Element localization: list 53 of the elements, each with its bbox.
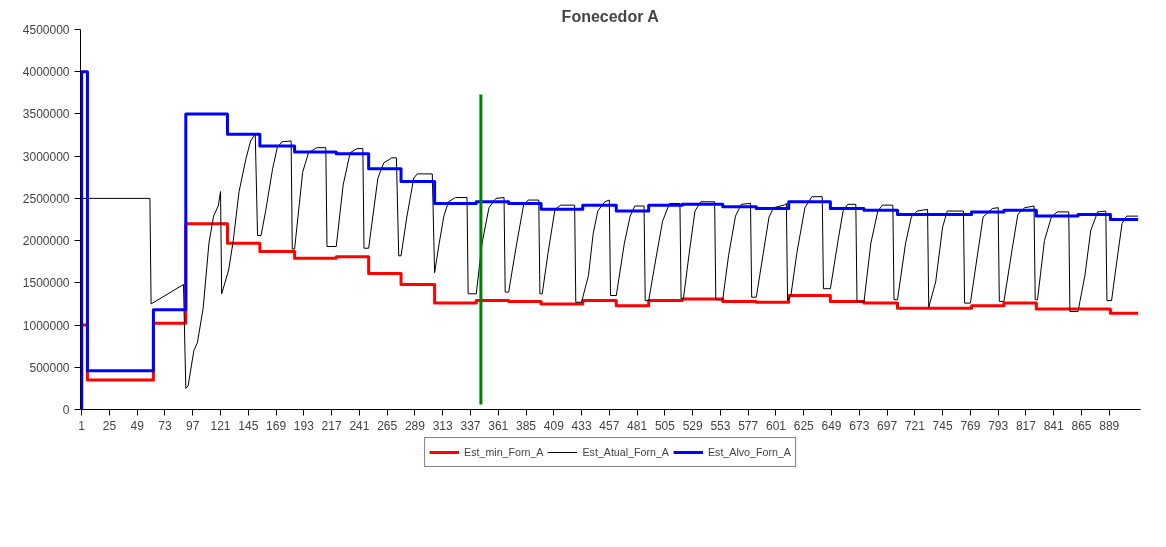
y-tick-label: 0 bbox=[62, 403, 70, 417]
x-tick-label: 481 bbox=[627, 418, 648, 433]
x-tick-label: 745 bbox=[932, 418, 953, 433]
chart-title: Fonecedor A bbox=[561, 7, 660, 25]
x-tick-label: 337 bbox=[460, 418, 481, 433]
x-tick-label: 697 bbox=[877, 418, 898, 433]
x-tick-label: 817 bbox=[1015, 418, 1037, 433]
y-tick-label: 1000000 bbox=[22, 318, 70, 333]
x-tick-label: 1 bbox=[78, 418, 86, 433]
y-tick-label: 3500000 bbox=[22, 107, 70, 122]
x-tick-label: 385 bbox=[516, 418, 537, 433]
x-tick-label: 865 bbox=[1071, 418, 1092, 433]
x-tick-label: 649 bbox=[821, 418, 842, 433]
x-tick-label: 361 bbox=[488, 418, 509, 433]
x-tick-label: 145 bbox=[238, 418, 259, 433]
y-tick-label: 4500000 bbox=[22, 23, 70, 37]
x-tick-label: 433 bbox=[571, 418, 592, 433]
x-tick-label: 313 bbox=[432, 418, 454, 433]
x-tick-label: 289 bbox=[404, 418, 426, 433]
legend-label: Est_Atual_Forn_A bbox=[582, 446, 669, 458]
y-tick-label: 1500000 bbox=[22, 276, 70, 291]
x-tick-label: 193 bbox=[293, 418, 315, 433]
x-tick-label: 169 bbox=[266, 418, 287, 433]
x-tick-label: 577 bbox=[738, 418, 759, 433]
x-tick-label: 409 bbox=[543, 418, 565, 433]
x-tick-label: 73 bbox=[158, 418, 172, 433]
x-tick-label: 889 bbox=[1099, 418, 1120, 433]
y-tick-label: 4000000 bbox=[22, 65, 70, 80]
x-tick-label: 25 bbox=[102, 418, 117, 433]
legend-label: Est_min_Forn_A bbox=[464, 446, 544, 458]
x-tick-label: 241 bbox=[349, 418, 370, 433]
x-tick-label: 97 bbox=[186, 418, 200, 433]
y-tick-label: 3000000 bbox=[22, 149, 70, 164]
y-tick-label: 2000000 bbox=[22, 234, 70, 249]
line-series bbox=[81, 133, 1139, 389]
x-tick-label: 217 bbox=[321, 418, 342, 433]
x-tick-label: 553 bbox=[710, 418, 731, 433]
x-tick-label: 769 bbox=[960, 418, 981, 433]
x-tick-label: 721 bbox=[904, 418, 926, 433]
x-tick-label: 601 bbox=[765, 418, 787, 433]
x-tick-label: 457 bbox=[599, 418, 620, 433]
x-tick-label: 793 bbox=[988, 418, 1009, 433]
x-tick-label: 265 bbox=[377, 418, 398, 433]
x-tick-label: 841 bbox=[1043, 418, 1065, 433]
x-tick-label: 673 bbox=[849, 418, 870, 433]
y-tick-label: 500000 bbox=[29, 360, 70, 375]
x-tick-label: 121 bbox=[210, 418, 231, 433]
x-tick-label: 529 bbox=[682, 418, 703, 433]
y-tick-label: 2500000 bbox=[22, 191, 70, 206]
x-tick-label: 505 bbox=[654, 418, 676, 433]
x-tick-label: 49 bbox=[130, 418, 145, 433]
legend-label: Est_Alvo_Forn_A bbox=[707, 446, 791, 458]
x-tick-label: 625 bbox=[793, 418, 815, 433]
